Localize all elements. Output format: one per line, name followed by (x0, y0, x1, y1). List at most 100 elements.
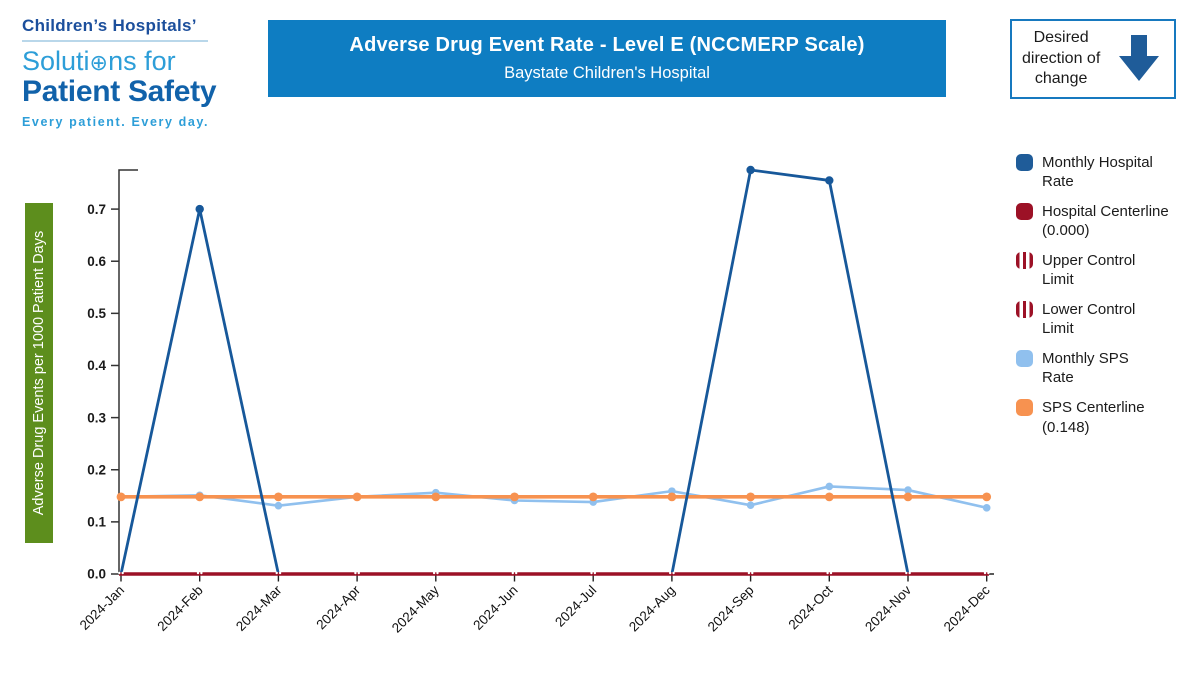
zero-marker (357, 571, 360, 575)
zero-marker (196, 571, 200, 575)
legend-label-monthly-hospital-rate: Monthly Hospital Rate (1042, 154, 1153, 191)
x-tick-label: 2024-Aug (626, 583, 678, 635)
logo-line3: Patient Safety (22, 75, 217, 108)
series-sps-centerline-point (746, 492, 755, 502)
series-monthly-sps-rate-point (274, 501, 283, 510)
series-sps-centerline-point (274, 492, 283, 502)
logo-line2: Soluti⊕ns for (22, 46, 222, 77)
zero-marker (669, 571, 672, 575)
zero-marker (436, 571, 439, 575)
legend-swatch-sps-centerline (1016, 399, 1033, 417)
series-sps-centerline-point (903, 492, 913, 502)
legend-label-upper-control-limit: Upper Control Limit (1042, 252, 1136, 289)
legend-swatch-lower-control-limit (1016, 301, 1033, 319)
zero-marker (905, 571, 908, 575)
x-tick-label: 2024-Jan (77, 583, 127, 633)
series-monthly-sps-rate-point (982, 503, 991, 512)
desired-direction-box: Desired direction of change (1010, 19, 1176, 99)
x-tick-label: 2024-Apr (313, 582, 363, 632)
x-tick-label: 2024-Oct (786, 582, 836, 632)
x-tick-label: 2024-Jul (552, 583, 599, 630)
series-sps-centerline-point (431, 492, 441, 502)
zero-marker (908, 571, 911, 575)
chart-canvas: 0.0 0.1 0.2 0.3 0.4 0.5 0.6 0.7 2024-Jan 2024-Feb… (77, 165, 994, 636)
zero-marker (983, 571, 987, 575)
series-sps-centerline-point (510, 492, 519, 502)
series-sps-centerline-point (588, 492, 598, 502)
legend-label-monthly-sps-rate: Monthly SPS Rate (1042, 350, 1129, 387)
zero-marker (511, 571, 514, 575)
down-arrow-icon (1119, 35, 1159, 81)
zero-marker (590, 571, 593, 575)
axes: 0.0 0.1 0.2 0.3 0.4 0.5 0.6 0.7 2024-Jan 2024-Feb… (77, 169, 994, 636)
series-monthly-hospital-rate-point (825, 176, 834, 185)
x-tick-label: 2024-Sep (705, 583, 757, 635)
series-sps-centerline-point (982, 492, 992, 502)
legend-swatch-upper-control-limit (1016, 252, 1033, 270)
y-tick-label: 0.0 (87, 567, 106, 582)
logo-tagline: Every patient. Every day. (22, 115, 210, 129)
sps-logo: Children’s Hospitals’ Soluti⊕ns for Pati… (22, 16, 222, 129)
y-tick-label: 0.5 (87, 306, 106, 321)
legend-item-lower-control-limit: Lower Control Limit (1016, 300, 1194, 338)
zero-marker (121, 571, 124, 575)
chart-subtitle: Baystate Children's Hospital (504, 64, 710, 82)
series-monthly-sps-rate-line (120, 485, 987, 510)
series-sps-centerline-point (195, 492, 205, 502)
series-monthly-sps-rate-point (904, 486, 912, 494)
zero-marker (829, 571, 833, 575)
zero-marker (593, 571, 597, 575)
zero-marker (354, 571, 357, 575)
x-tick-label: 2024-May (389, 582, 442, 635)
legend-item-monthly-hospital-rate: Monthly Hospital Rate (1016, 153, 1194, 191)
legend-swatch-monthly-hospital-rate (1016, 154, 1033, 171)
x-tick-label: 2024-Dec (941, 582, 993, 634)
chart-title-banner: Adverse Drug Event Rate - Level E (NCCME… (268, 20, 946, 97)
x-tick-label: 2024-Feb (154, 583, 205, 634)
y-tick-label: 0.7 (87, 202, 106, 217)
logo-line2-part2: ns for (108, 46, 176, 76)
zero-marker (751, 571, 754, 575)
chart-title: Adverse Drug Event Rate - Level E (NCCME… (349, 34, 865, 56)
legend-label-hospital-centerline: Hospital Centerline (0.000) (1042, 203, 1169, 240)
desired-direction-label: Desired direction of change (1022, 29, 1101, 88)
x-tick-label: 2024-Mar (233, 582, 285, 634)
zero-marker (515, 571, 518, 575)
zero-marker (118, 571, 121, 575)
legend-item-upper-control-limit: Upper Control Limit (1016, 251, 1194, 289)
series-monthly-hospital-rate-point (195, 204, 204, 214)
legend-label-lower-control-limit: Lower Control Limit (1042, 301, 1136, 338)
y-tick-label: 0.6 (87, 254, 106, 269)
legend-item-hospital-centerline: Hospital Centerline (0.000) (1016, 202, 1194, 240)
series-sps-centerline-point (824, 492, 834, 502)
logo-line2-part1: Soluti (22, 46, 90, 76)
y-tick-label: 0.4 (87, 358, 106, 373)
legend-item-sps-centerline: SPS Centerline (0.148) (1016, 398, 1194, 436)
series-monthly-sps-rate-point (746, 501, 755, 509)
series-monthly-hospital-rate-line (119, 168, 987, 576)
zero-marker (747, 571, 751, 575)
y-axis-line (118, 169, 138, 574)
series-sps-centerline-point (116, 492, 126, 502)
x-tick-label: 2024-Jun (470, 583, 520, 633)
zero-marker (432, 571, 436, 575)
plus-circle-icon: ⊕ (89, 50, 109, 75)
zero-marker (200, 571, 203, 575)
series-monthly-hospital-rate-point (746, 165, 755, 175)
legend-label-sps-centerline: SPS Centerline (0.148) (1042, 399, 1145, 436)
legend-item-monthly-sps-rate: Monthly SPS Rate (1016, 349, 1194, 387)
legend: Monthly Hospital Rate Hospital Centerlin… (1016, 153, 1194, 448)
zero-marker (826, 571, 829, 575)
zero-marker (987, 571, 990, 575)
legend-swatch-hospital-centerline (1016, 203, 1033, 221)
zero-marker (672, 571, 675, 575)
legend-swatch-monthly-sps-rate (1016, 350, 1033, 368)
x-tick-label: 2024-Nov (862, 582, 914, 634)
series-sps-centerline-point (667, 492, 677, 502)
zero-marker (278, 571, 282, 575)
series-sps-centerline-point (352, 492, 362, 502)
y-tick-label: 0.3 (87, 410, 106, 425)
y-tick-label: 0.2 (87, 462, 106, 477)
zero-marker (275, 571, 278, 575)
